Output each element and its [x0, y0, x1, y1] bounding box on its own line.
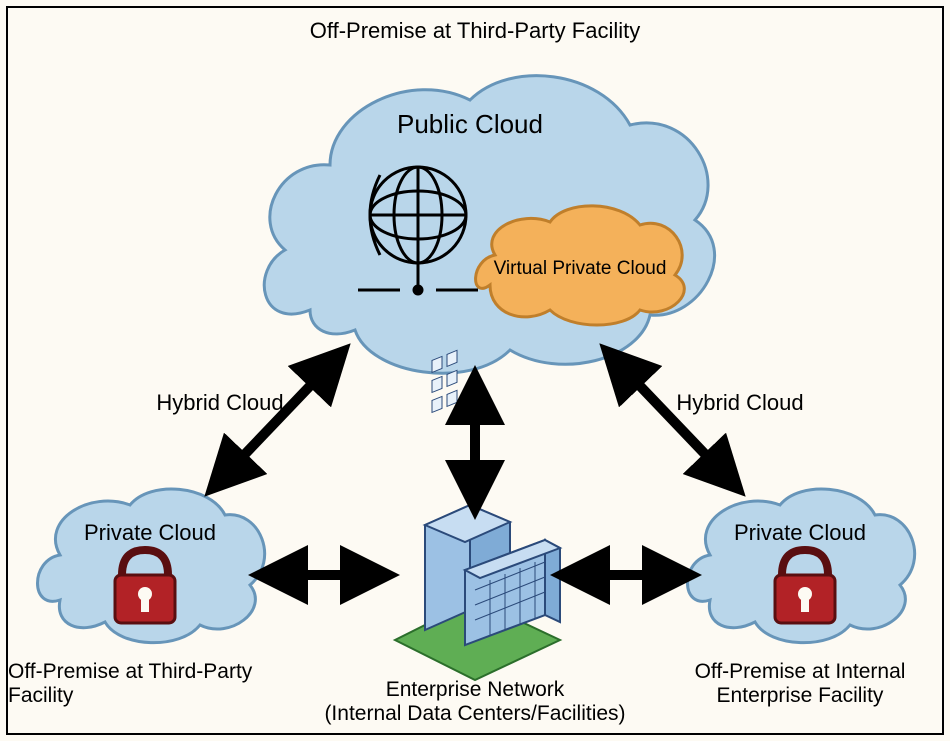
edge-public-to-right: [620, 365, 725, 475]
top-caption: Off-Premise at Third-Party Facility: [0, 18, 950, 43]
enterprise-caption-1: Enterprise Network: [300, 678, 650, 702]
private-left-caption: Off-Premise at Third-Party Facility: [8, 660, 308, 708]
hybrid-right-label: Hybrid Cloud: [660, 390, 820, 415]
private-right-caption-2: Enterprise Facility: [660, 684, 940, 708]
hybrid-left-label: Hybrid Cloud: [140, 390, 300, 415]
public-cloud-title: Public Cloud: [370, 110, 570, 140]
private-right-title: Private Cloud: [720, 520, 880, 545]
private-left-title: Private Cloud: [70, 520, 230, 545]
vpc-label: Virtual Private Cloud: [490, 258, 670, 280]
private-right-caption-1: Off-Premise at Internal: [660, 660, 940, 684]
edge-public-to-left: [225, 365, 330, 475]
enterprise-caption-2: (Internal Data Centers/Facilities): [300, 702, 650, 726]
